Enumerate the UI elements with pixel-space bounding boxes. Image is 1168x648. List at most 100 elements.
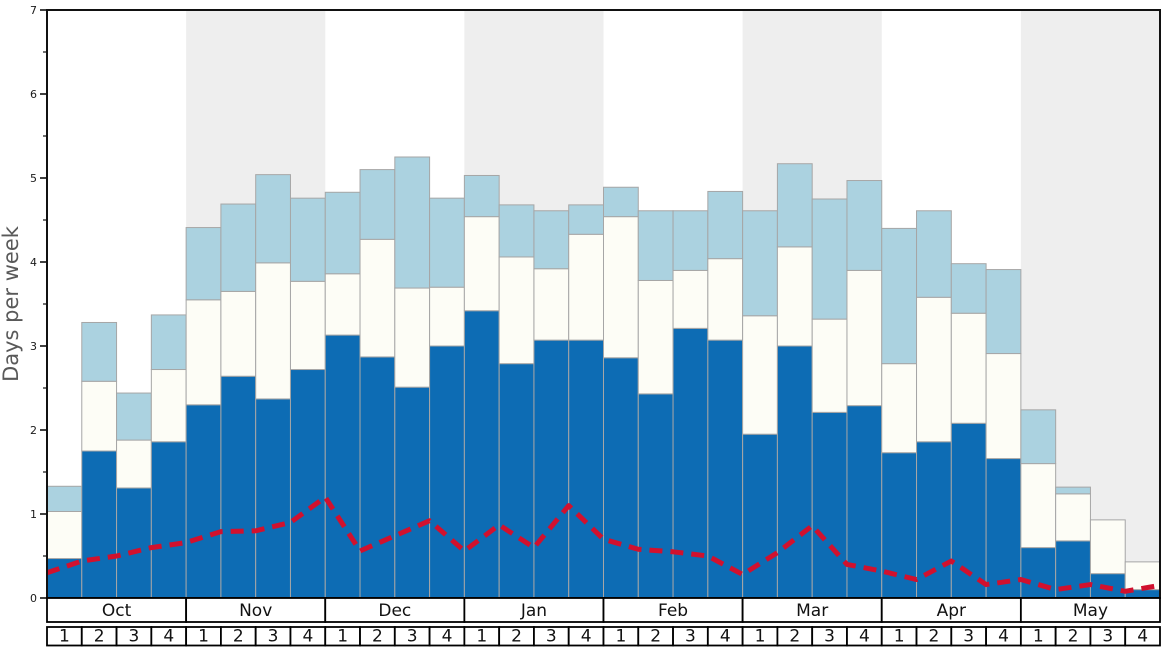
y-tick-label: 7	[30, 4, 37, 17]
bar-segment-light-blue-days	[776, 163, 813, 248]
y-axis: 0 1 2 3 4 5 6 7	[30, 4, 47, 605]
bar-segment-white-days	[185, 299, 222, 406]
bar-segment-dark-blue-days	[429, 345, 465, 599]
week-label: 3	[407, 627, 418, 647]
bar-segment-dark-blue-days	[603, 357, 639, 599]
bar-segment-dark-blue-days	[289, 369, 326, 599]
bar-segment-white-days	[568, 233, 604, 341]
bar-segment-white-days	[359, 238, 396, 358]
week-label: 3	[546, 627, 557, 647]
y-tick-label: 6	[30, 88, 37, 101]
week-label: 4	[859, 627, 870, 647]
bar-segment-white-days	[1020, 463, 1057, 549]
bar-segment-white-days	[742, 315, 778, 435]
month-cell-apr	[880, 597, 1022, 623]
bar-segment-white-days	[637, 279, 674, 395]
bar-segment-light-blue-days	[255, 174, 291, 264]
bar-segment-white-days	[846, 269, 883, 407]
stacked-bars	[46, 156, 1161, 599]
bar-segment-light-blue-days	[150, 314, 187, 371]
bar-segment-dark-blue-days	[811, 411, 848, 599]
bar-segment-white-days	[324, 273, 361, 336]
week-label: 3	[963, 627, 974, 647]
bar-segment-light-blue-days	[568, 204, 604, 235]
week-label: 4	[720, 627, 731, 647]
bar-segment-dark-blue-days	[394, 386, 431, 599]
bar-segment-light-blue-days	[985, 269, 1022, 355]
bar-segment-white-days	[46, 510, 83, 560]
month-cell-may	[1019, 597, 1161, 623]
week-label: 1	[337, 627, 348, 647]
bar-segment-white-days	[289, 280, 326, 371]
month-label-apr: Apr	[937, 601, 966, 621]
bar-segment-white-days	[81, 380, 118, 452]
week-label: 1	[59, 627, 70, 647]
month-cell-oct	[46, 597, 188, 623]
week-label: 2	[372, 627, 383, 647]
bar-segment-white-days	[533, 268, 570, 341]
bar-segment-light-blue-days	[742, 210, 778, 317]
week-label: 1	[476, 627, 487, 647]
week-label: 2	[789, 627, 800, 647]
bar-segment-light-blue-days	[811, 198, 848, 320]
month-label-oct: Oct	[102, 601, 132, 621]
week-label: 4	[442, 627, 453, 647]
bar-segment-light-blue-days	[707, 190, 744, 260]
red-dashed-line	[46, 494, 1161, 594]
week-label: 4	[302, 627, 313, 647]
bar-segment-white-days	[707, 258, 744, 341]
week-label: 2	[929, 627, 940, 647]
bar-segment-white-days	[255, 262, 291, 400]
month-label-may: May	[1073, 601, 1108, 621]
bar-segment-dark-blue-days	[185, 404, 222, 599]
bar-segment-dark-blue-days	[359, 356, 396, 599]
bar-segment-white-days	[985, 353, 1022, 460]
bar-segment-light-blue-days	[603, 186, 639, 218]
bar-segment-light-blue-days	[46, 485, 83, 512]
bar-segment-white-days	[1124, 561, 1161, 591]
bar-segment-white-days	[150, 369, 187, 443]
y-tick-label: 4	[30, 256, 37, 269]
bar-segment-light-blue-days	[1055, 486, 1091, 495]
bar-segment-light-blue-days	[324, 191, 361, 275]
bar-segment-dark-blue-days	[81, 450, 118, 599]
y-axis-title: Days per week	[0, 225, 23, 382]
bar-segment-light-blue-days	[463, 174, 500, 218]
bar-segment-light-blue-days	[81, 321, 118, 382]
week-label: 2	[650, 627, 661, 647]
bar-segment-dark-blue-days	[568, 339, 604, 599]
bar-segment-dark-blue-days	[533, 339, 570, 599]
bar-segment-white-days	[1055, 493, 1091, 542]
bar-segment-white-days	[776, 246, 813, 347]
bar-segment-dark-blue-days	[255, 398, 291, 599]
bar-segment-light-blue-days	[637, 210, 674, 281]
bar-segment-dark-blue-days	[637, 393, 674, 599]
bar-segment-light-blue-days	[359, 169, 396, 240]
bar-segment-light-blue-days	[1020, 409, 1057, 465]
month-cell-mar	[741, 597, 883, 623]
bar-segment-white-days	[916, 296, 952, 443]
y-tick-label: 1	[30, 508, 37, 521]
bar-segment-light-blue-days	[846, 180, 883, 271]
bar-segment-light-blue-days	[289, 197, 326, 282]
bar-segment-light-blue-days	[498, 204, 535, 258]
bar-segment-dark-blue-days	[116, 487, 152, 599]
week-label: 2	[233, 627, 244, 647]
bar-segment-light-blue-days	[185, 227, 222, 301]
week-label: 4	[581, 627, 592, 647]
bar-segment-white-days	[1089, 519, 1126, 575]
bar-segment-light-blue-days	[916, 210, 952, 298]
month-cell-dec	[324, 597, 466, 623]
week-label: 1	[615, 627, 626, 647]
bar-segment-white-days	[603, 216, 639, 359]
week-label: 1	[198, 627, 209, 647]
red-dashed-line	[46, 494, 1161, 594]
bar-segment-dark-blue-days	[324, 334, 361, 599]
bar-segment-dark-blue-days	[498, 363, 535, 599]
bar-segment-white-days	[220, 290, 257, 377]
bar-segment-dark-blue-days	[916, 441, 952, 599]
bar-segment-white-days	[463, 216, 500, 312]
bar-segment-light-blue-days	[116, 392, 152, 441]
